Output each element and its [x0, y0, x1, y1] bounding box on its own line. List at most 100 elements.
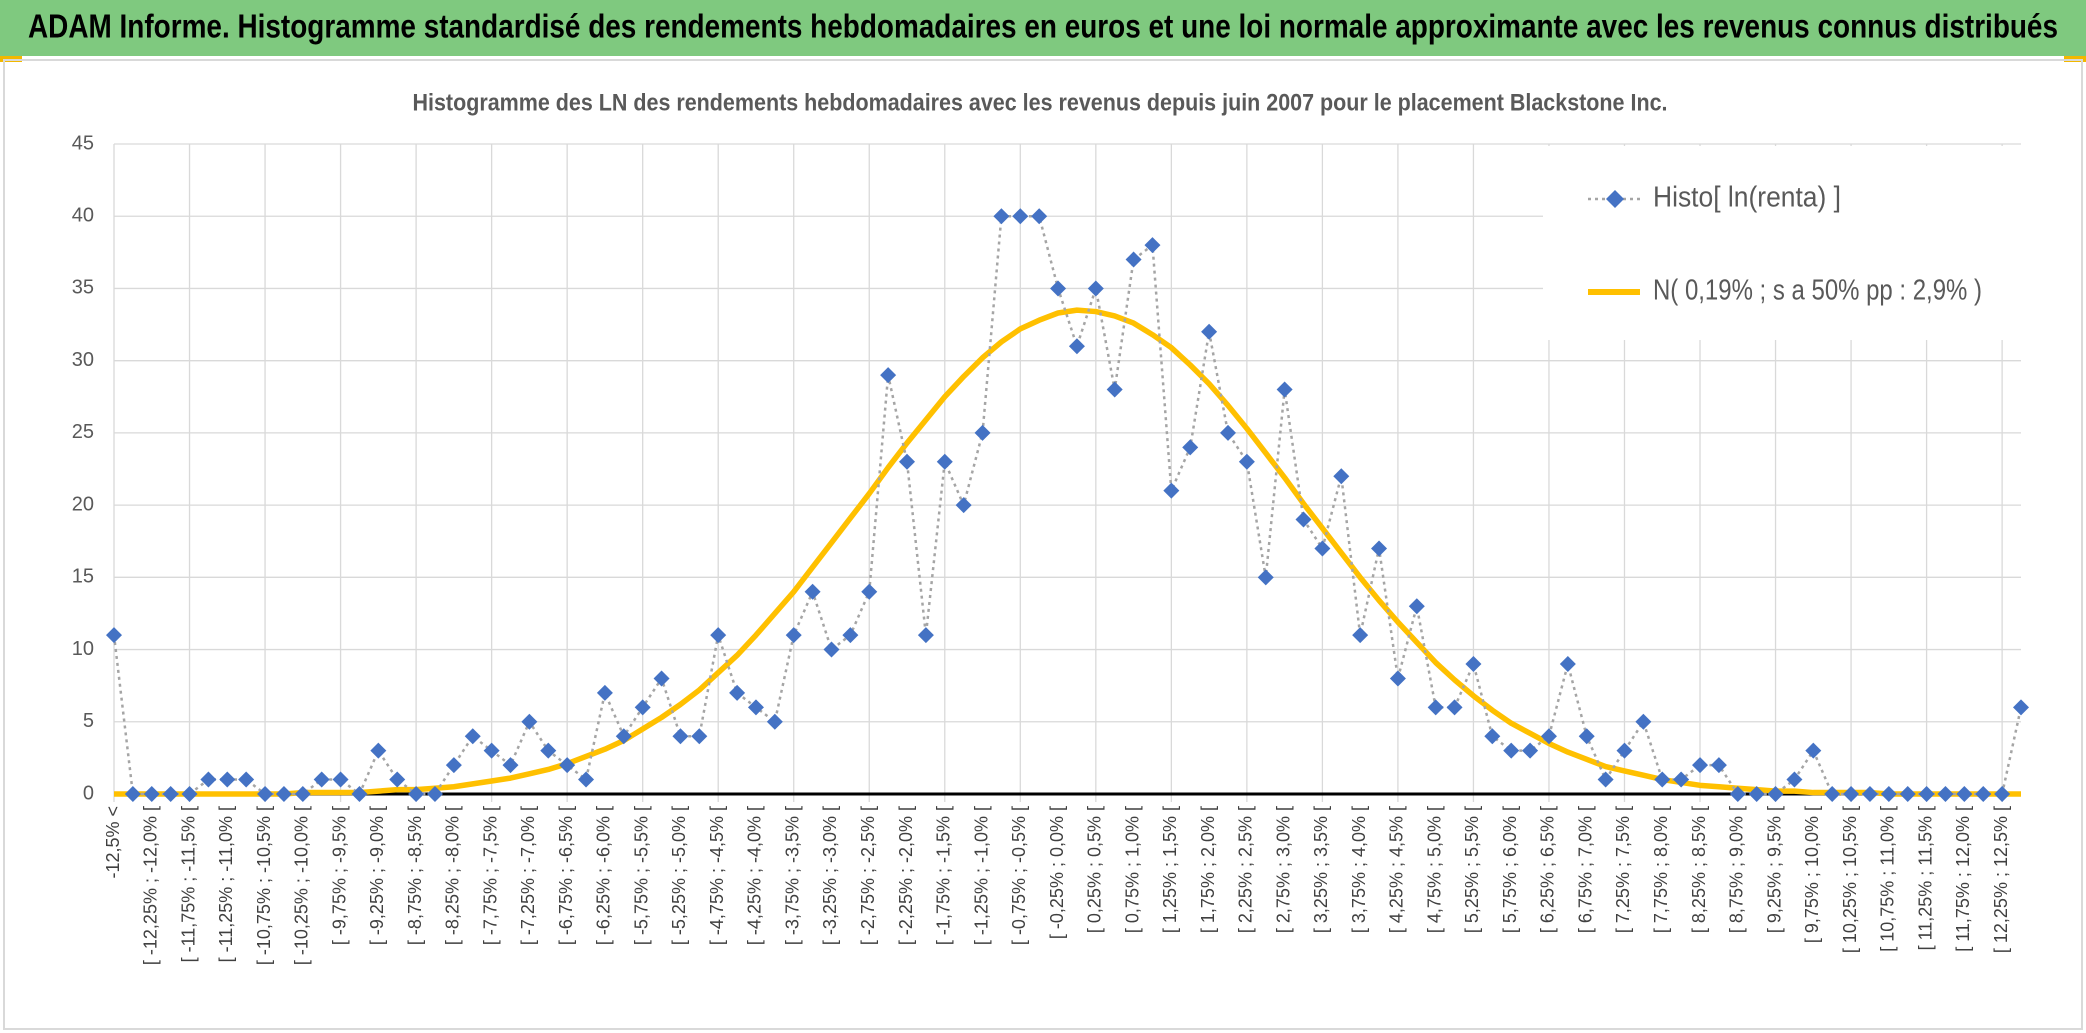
data-point [1333, 468, 1350, 485]
y-tick-label: 20 [72, 493, 94, 515]
data-point [1994, 786, 2011, 802]
data-point [578, 771, 595, 788]
y-tick-label: 10 [72, 638, 94, 660]
normal-curve [114, 307, 2021, 797]
x-tick-label: [ -4,25% ; -4,0% [ [745, 806, 765, 945]
x-tick-label: [ -10,25% ; -10,0% [ [292, 806, 312, 965]
x-tick-label: [ 0,25% ; 0,5% [ [1085, 806, 1105, 933]
data-point [275, 786, 292, 802]
data-point [974, 424, 991, 441]
y-tick-label: 40 [72, 205, 94, 227]
data-point [747, 699, 764, 716]
x-tick-label: [ 10,25% ; 10,5% [ [1840, 806, 1860, 953]
data-point [426, 786, 443, 802]
data-point [955, 497, 972, 514]
data-point [1824, 786, 1841, 802]
data-point [1238, 453, 1255, 470]
data-point [1673, 771, 1690, 788]
data-point [1427, 699, 1444, 716]
data-point [1201, 323, 1218, 340]
data-point [1843, 786, 1860, 802]
chart-frame [3, 59, 2083, 1030]
data-point [1031, 208, 1048, 225]
x-tick-label: [ 8,75% ; 9,0% [ [1727, 806, 1747, 933]
x-tick-label: [ 10,75% ; 11,0% [ [1878, 806, 1898, 952]
data-point [917, 627, 934, 644]
data-point [1352, 627, 1369, 644]
data-point [1597, 771, 1614, 788]
data-point [1710, 757, 1727, 774]
x-tick-label: [ 4,25% ; 4,5% [ [1387, 806, 1407, 933]
legend-marker [1606, 190, 1624, 208]
x-tick-label: [ -12,25% ; -12,0% [ [141, 806, 161, 965]
data-point [1503, 742, 1520, 759]
y-tick-label: 35 [72, 277, 94, 299]
data-point [842, 627, 859, 644]
data-point [1163, 482, 1180, 499]
data-point [521, 713, 538, 730]
data-point [1559, 656, 1576, 672]
data-point [1314, 540, 1331, 557]
x-tick-label: [ -2,25% ; -2,0% [ [896, 806, 916, 945]
x-tick-label: [ -10,75% ; -10,5% [ [254, 806, 274, 965]
data-point [766, 713, 783, 730]
header-title: ADAM Informe. Histogramme standardisé de… [28, 8, 2058, 45]
data-point [653, 670, 670, 687]
data-point [1540, 728, 1557, 745]
data-point [200, 771, 217, 788]
x-tick-label: [ -7,75% ; -7,5% [ [480, 806, 500, 945]
x-tick-label: [ 1,25% ; 1,5% [ [1160, 806, 1180, 933]
data-point [1899, 786, 1916, 802]
y-tick-label: 5 [83, 710, 94, 732]
y-tick-label: 0 [83, 782, 94, 804]
y-tick-label: 30 [72, 349, 94, 371]
data-point [1012, 208, 1029, 225]
data-point [1616, 742, 1633, 759]
data-point [1389, 670, 1406, 687]
header-band [0, 0, 2086, 56]
data-point [559, 757, 576, 774]
data-point [1484, 728, 1501, 745]
x-tick-label: [ -5,25% ; -5,0% [ [669, 806, 689, 945]
x-tick-label: [ -11,75% ; -11,5% [ [178, 806, 198, 962]
data-point [1446, 699, 1463, 716]
data-point [106, 627, 122, 644]
x-tick-label: [ -3,25% ; -3,0% [ [820, 806, 840, 945]
x-tick-label: [ 3,75% ; 4,0% [ [1349, 806, 1369, 933]
data-point [464, 728, 481, 745]
x-tick-label: [ 3,25% ; 3,5% [ [1311, 806, 1331, 933]
data-point [691, 728, 708, 745]
data-point [332, 771, 349, 788]
x-tick-label: [ 5,75% ; 6,0% [ [1500, 806, 1520, 933]
x-tick-label: [ 11,25% ; 11,5% [ [1915, 806, 1935, 950]
data-point [294, 786, 311, 802]
data-point [880, 367, 897, 384]
x-tick-label: [ 5,25% ; 5,5% [ [1462, 806, 1482, 933]
data-point [408, 786, 425, 802]
x-tick-label: [ 4,75% ; 5,0% [ [1424, 806, 1444, 933]
x-tick-label: [ -6,25% ; -6,0% [ [594, 806, 614, 945]
x-tick-label: [ 0,75% ; 1,0% [ [1122, 806, 1142, 933]
x-tick-label: [ -3,75% ; -3,5% [ [782, 806, 802, 945]
data-point [1956, 786, 1973, 802]
x-tick-label: [ 12,25% ; 12,5% [ [1991, 806, 2011, 953]
x-tick-label: [ 9,25% ; 9,5% [ [1764, 806, 1784, 933]
legend-box [1543, 146, 2021, 340]
data-point [1371, 540, 1388, 557]
data-point [1767, 786, 1784, 802]
data-point [1937, 786, 1954, 802]
data-point [1106, 381, 1123, 398]
data-point [1068, 338, 1085, 355]
x-tick-label: [ 11,75% ; 12,0% [ [1953, 806, 1973, 952]
y-tick-label: 45 [72, 132, 94, 154]
data-point [1295, 511, 1312, 528]
x-tick-label: [ -8,25% ; -8,0% [ [443, 806, 463, 945]
data-point [124, 786, 141, 802]
data-point [1465, 656, 1482, 672]
data-point [483, 742, 500, 759]
legend-label: N( 0,19% ; s a 50% pp : 2,9% ) [1653, 275, 1982, 307]
data-point [1975, 786, 1992, 802]
data-point [1729, 786, 1746, 802]
